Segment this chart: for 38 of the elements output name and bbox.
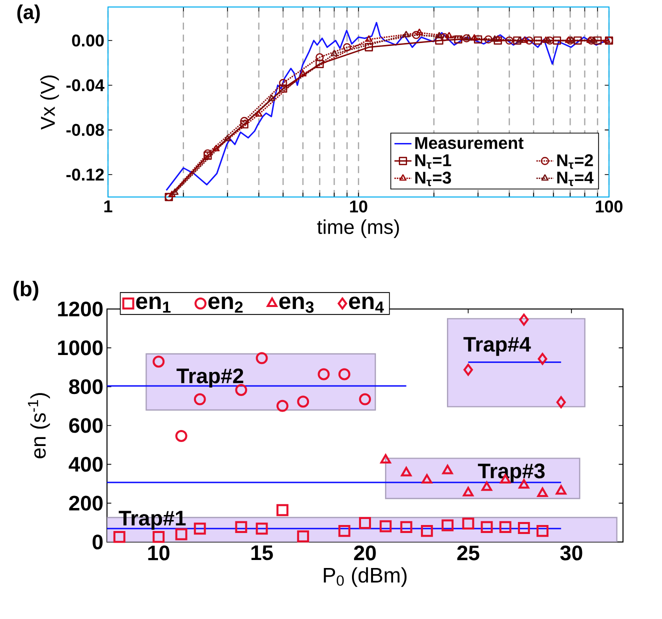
x-tick-label: 1: [104, 200, 112, 212]
legend-label: en$_{4}$: [349, 296, 384, 313]
y-tick-label: -0.12: [66, 168, 104, 181]
y-axis-title: en (s$^{-1}$): [28, 393, 50, 458]
y-tick-label: 800: [69, 379, 103, 394]
y-tick-label: -0.08: [66, 124, 104, 136]
y-tick-label: 400: [68, 456, 103, 472]
legend-label: Measurement: [415, 137, 524, 149]
legend-label: N$_{τ}$=1: [415, 154, 452, 169]
y-tick-label: 0: [92, 534, 103, 550]
chart-title: (b): [14, 280, 38, 300]
chart-title: (a): [17, 4, 40, 24]
legend-label: en$_{2}$: [208, 296, 243, 313]
y-tick-label: 200: [69, 496, 103, 511]
x-tick-label: 15: [251, 546, 273, 560]
y-tick-label: 600: [69, 418, 103, 433]
y-tick-label: 0.00: [72, 34, 104, 47]
annotation: Trap#4: [463, 337, 531, 356]
x-tick-label: 30: [560, 546, 582, 560]
legend-label: N$_{τ}$=4: [557, 172, 594, 186]
y-tick-label: 1000: [58, 340, 103, 356]
y-tick-label: -0.04: [66, 79, 104, 92]
legend-label: N$_{τ}$=2: [557, 154, 593, 169]
x-axis-title: time (ms): [317, 219, 399, 238]
annotation: Trap#3: [478, 464, 545, 483]
x-tick-label: 10: [148, 546, 170, 560]
annotation: Trap#1: [118, 510, 186, 530]
x-tick-label: 25: [457, 546, 480, 560]
legend-label: N$_{τ}$=3: [415, 172, 452, 186]
x-tick-label: 20: [354, 546, 376, 560]
x-tick-label: 10: [350, 200, 368, 213]
y-axis-title: Vx (V): [40, 75, 59, 130]
legend-label: en$_{3}$: [279, 296, 314, 313]
annotation: Trap#2: [176, 368, 244, 388]
x-tick-label: 100: [596, 200, 622, 213]
x-axis-title: P$_{0}$ (dBm): [324, 567, 407, 587]
y-tick-label: 1200: [58, 302, 103, 316]
legend-label: en$_{1}$: [136, 296, 171, 313]
